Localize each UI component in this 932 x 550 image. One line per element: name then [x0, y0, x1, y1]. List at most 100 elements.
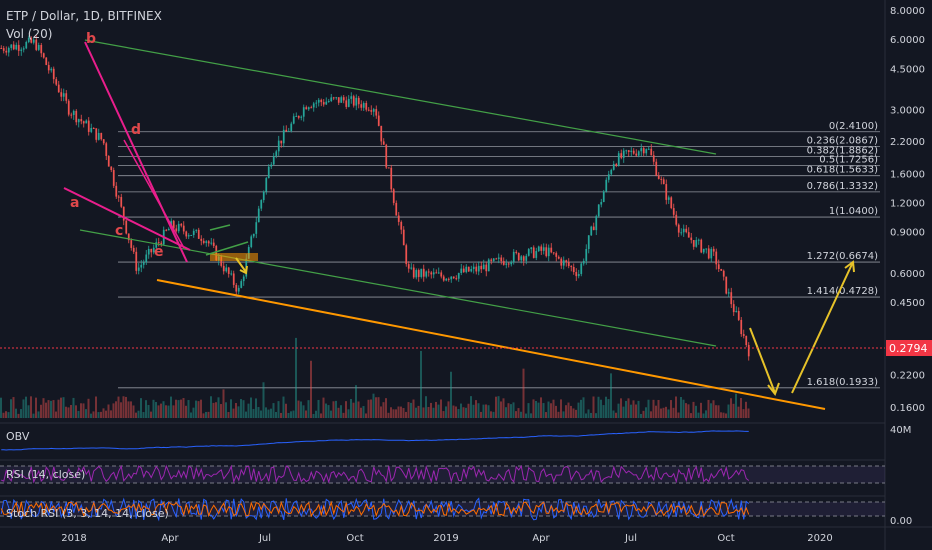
magenta-trendline-inner[interactable]: [123, 139, 185, 249]
volume-bar: [277, 401, 280, 418]
candle-body: [422, 268, 425, 277]
candle-body: [2, 48, 5, 51]
volume-bar: [245, 411, 247, 418]
volume-bar: [72, 397, 75, 418]
green-small-line[interactable]: [209, 224, 231, 231]
candle-body: [690, 237, 693, 241]
candle-body: [530, 247, 533, 250]
volume-bar: [430, 402, 432, 418]
candle-body: [45, 57, 48, 65]
volume-bar: [345, 401, 347, 418]
volume-bar: [115, 401, 117, 418]
candle-body: [10, 44, 13, 48]
candle-body: [575, 272, 578, 277]
candle-body: [270, 164, 273, 167]
volume-bar: [487, 405, 490, 418]
volume-bar: [435, 401, 437, 418]
candle-body: [75, 110, 78, 123]
volume-bar: [717, 405, 720, 418]
volume-bar: [100, 411, 102, 418]
yellow-projection-arrows[interactable]: [235, 257, 855, 397]
candle-body: [227, 267, 230, 274]
volume-bar: [467, 403, 470, 418]
volume-bar: [695, 405, 697, 418]
candle-body: [347, 98, 350, 107]
candle-body: [570, 266, 573, 268]
candle-body: [507, 263, 510, 265]
candle-body: [82, 121, 85, 124]
candle-body: [150, 248, 153, 253]
candle-body: [560, 258, 563, 266]
candle-body: [210, 242, 213, 244]
volume-bar: [260, 410, 262, 418]
candle-body: [72, 110, 75, 115]
candle-body: [90, 128, 93, 132]
candle-body: [297, 115, 300, 118]
candle-body: [335, 97, 338, 99]
volume-bar: [660, 408, 662, 418]
volume-bar: [642, 410, 645, 418]
volume-bar: [352, 402, 355, 418]
volume-bar: [47, 400, 50, 418]
price-tick-label: 0.9000: [890, 228, 925, 239]
candle-body: [600, 202, 603, 205]
candle-body: [595, 216, 598, 231]
candle-body: [77, 119, 80, 123]
candle-body: [287, 131, 290, 133]
green-channel-lower[interactable]: [79, 229, 717, 347]
price-tick-label: 4.5000: [890, 64, 925, 75]
volume-bar: [37, 411, 40, 418]
time-axis[interactable]: 2018 Apr Jul Oct 2019 Apr Jul Oct 2020: [61, 533, 832, 544]
volume-bar: [340, 405, 342, 418]
volume-bar: [17, 413, 20, 418]
orange-support-line[interactable]: [156, 279, 826, 410]
price-tick-label: 1.6000: [890, 169, 925, 180]
volume-bar: [635, 404, 637, 418]
volume-bar: [620, 398, 622, 418]
volume-bar: [152, 399, 155, 418]
time-tick-label: 2020: [807, 533, 832, 544]
volume-bar: [540, 397, 542, 418]
candle-body: [635, 153, 638, 156]
candle-body: [585, 248, 588, 261]
magenta-trendline-upper[interactable]: [84, 41, 188, 263]
stoch-axis-value: 0.00: [890, 516, 912, 527]
candle-body: [110, 166, 113, 171]
volume-bar: [230, 399, 232, 418]
candle-body: [525, 255, 528, 261]
candle-body: [55, 79, 58, 85]
volume-bar: [307, 400, 310, 418]
candle-body: [592, 226, 595, 231]
volume-bar: [730, 398, 732, 418]
time-tick-label: 2018: [61, 533, 86, 544]
volume-bar: [462, 407, 465, 418]
candle-body: [527, 249, 530, 256]
price-tick-label: 0.2200: [890, 371, 925, 382]
candle-body: [300, 116, 303, 118]
volume-bar: [492, 411, 495, 418]
volume-bar: [285, 403, 287, 418]
volume-bar: [165, 405, 167, 418]
candle-body: [127, 233, 130, 241]
orange-zone[interactable]: [210, 253, 258, 261]
volume-bar: [195, 400, 197, 418]
volume-bar: [562, 411, 565, 418]
candle-body: [660, 178, 663, 180]
candle-body: [425, 271, 428, 277]
green-small-line[interactable]: [205, 241, 249, 256]
volume-bar: [465, 407, 467, 418]
magenta-trendline-lower[interactable]: [63, 187, 191, 251]
candle-body: [350, 96, 353, 99]
candle-body: [182, 225, 185, 232]
green-channel-upper[interactable]: [84, 39, 717, 155]
candle-body: [237, 287, 240, 292]
volume-bar: [330, 410, 332, 418]
candle-body: [565, 260, 568, 263]
volume-label: Vol (20): [6, 27, 52, 41]
candle-body: [265, 178, 268, 192]
candle-body: [480, 265, 483, 270]
volume-bar: [187, 400, 190, 418]
volume-bar: [267, 409, 270, 418]
volume-bar: [357, 401, 360, 418]
